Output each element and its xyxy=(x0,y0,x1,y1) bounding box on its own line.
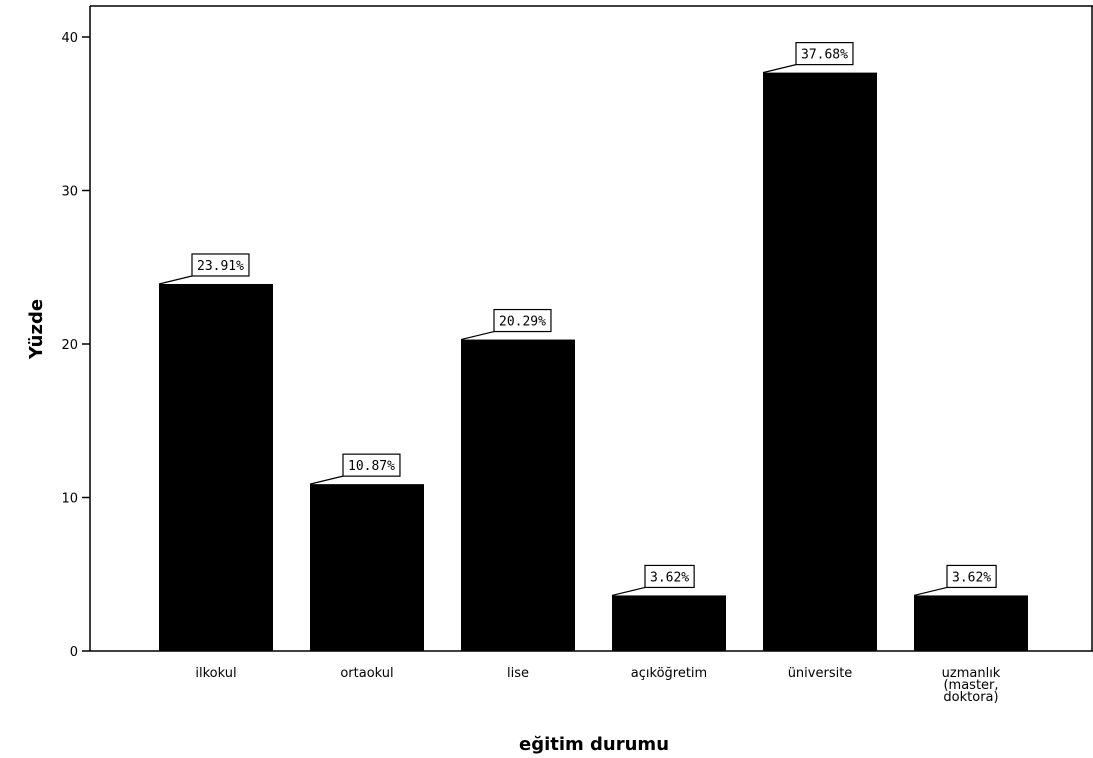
data-label-box xyxy=(644,564,695,589)
y-tick-label: 20 xyxy=(61,338,78,353)
data-label-leader xyxy=(762,64,797,74)
data-label-leader xyxy=(611,586,646,597)
data-label-group: 20.29% xyxy=(460,308,552,341)
data-labels: 23.91% 10.87% 20.29% 3.62% 37.68% 3.62% xyxy=(158,42,997,597)
data-label: 10.87% xyxy=(348,459,395,474)
category-label: ortaokul xyxy=(340,666,393,681)
category-label: ilkokul xyxy=(195,666,236,681)
data-label-box xyxy=(795,42,854,66)
data-label-leader xyxy=(460,330,495,341)
y-tick-label: 0 xyxy=(70,645,78,660)
y-tick-label: 30 xyxy=(61,185,78,200)
x-axis-title: eğitim durumu xyxy=(519,734,669,755)
bar xyxy=(612,595,726,651)
category-labels: ilkokul ortaokul lise açıköğretim üniversite… xyxy=(195,666,1000,705)
bar xyxy=(763,72,877,651)
data-label-box xyxy=(191,253,250,277)
y-tick-label: 10 xyxy=(61,492,78,507)
category-label: lise xyxy=(507,666,529,681)
y-tick-label: 40 xyxy=(61,31,78,46)
bars xyxy=(159,72,1028,651)
data-label-group: 10.87% xyxy=(309,453,401,485)
data-label-leader xyxy=(158,275,193,285)
y-axis-title: Yüzde xyxy=(26,299,47,360)
data-label-leader xyxy=(309,475,344,485)
data-label-leader xyxy=(913,586,948,597)
data-label-group: 37.68% xyxy=(762,42,854,74)
data-label-box xyxy=(342,453,401,477)
data-label: 3.62% xyxy=(952,570,991,585)
bar xyxy=(310,484,424,651)
data-label-group: 23.91% xyxy=(158,253,250,285)
data-label-box xyxy=(946,564,997,589)
data-label-group: 3.62% xyxy=(611,564,695,597)
data-label: 3.62% xyxy=(650,570,689,585)
data-label: 20.29% xyxy=(499,315,546,330)
bar xyxy=(159,283,273,651)
category-label: açıköğretim xyxy=(631,666,707,681)
data-label-group: 3.62% xyxy=(913,564,997,597)
data-label-box xyxy=(493,308,552,333)
data-label: 37.68% xyxy=(801,48,848,63)
category-label: uzmanlık (master, doktora) xyxy=(942,666,1001,705)
y-ticks: 0 10 20 30 40 xyxy=(61,31,90,660)
bar xyxy=(914,595,1028,651)
category-label: üniversite xyxy=(788,666,853,681)
bar xyxy=(461,339,575,651)
data-label: 23.91% xyxy=(197,259,244,274)
